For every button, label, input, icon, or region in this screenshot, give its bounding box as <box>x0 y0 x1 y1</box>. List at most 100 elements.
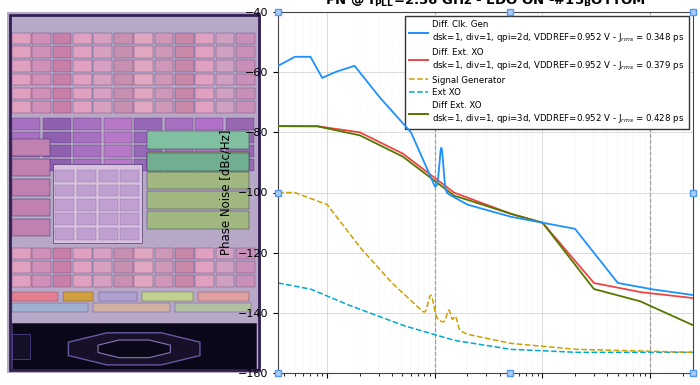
Bar <box>175 261 194 273</box>
Bar <box>114 248 132 259</box>
Bar <box>73 261 92 273</box>
Bar <box>155 248 173 259</box>
Bar <box>164 132 193 143</box>
Bar <box>104 118 132 129</box>
Bar <box>99 199 118 211</box>
Bar <box>12 248 31 259</box>
Y-axis label: Phase Noise [dBc/Hz]: Phase Noise [dBc/Hz] <box>219 130 232 255</box>
Bar <box>225 132 254 143</box>
Bar <box>52 87 71 99</box>
Bar <box>120 170 139 182</box>
Bar <box>134 146 162 157</box>
Bar <box>12 303 88 312</box>
Bar <box>77 184 96 196</box>
Bar <box>236 248 255 259</box>
Bar <box>134 101 153 113</box>
Bar <box>73 101 92 113</box>
Bar <box>32 74 51 85</box>
Bar <box>114 74 132 85</box>
Bar <box>155 87 173 99</box>
Bar <box>147 191 248 209</box>
Bar <box>104 132 132 143</box>
Bar <box>104 146 132 157</box>
Bar <box>12 33 31 44</box>
Bar <box>164 118 193 129</box>
Bar <box>147 211 248 229</box>
Bar <box>52 261 71 273</box>
Bar <box>216 33 234 44</box>
Bar <box>225 146 254 157</box>
Bar <box>216 46 234 58</box>
Bar <box>55 170 74 182</box>
Bar <box>142 292 193 301</box>
Bar <box>175 74 194 85</box>
Bar <box>99 228 118 239</box>
Bar <box>73 248 92 259</box>
Bar <box>236 87 255 99</box>
Bar <box>134 33 153 44</box>
Bar <box>12 87 31 99</box>
Bar <box>73 87 92 99</box>
Bar <box>155 275 173 286</box>
Bar <box>12 219 50 236</box>
Bar <box>195 261 214 273</box>
Bar <box>134 118 162 129</box>
Bar <box>164 146 193 157</box>
Bar <box>155 261 173 273</box>
Bar <box>197 292 248 301</box>
Bar <box>12 101 31 113</box>
Title: PN @ f$_{\mathbf{PLL}}$=2.56 GHz - LDO ON -#15$_{\mathbf{B}}$OTTOM: PN @ f$_{\mathbf{PLL}}$=2.56 GHz - LDO O… <box>326 0 646 9</box>
Bar <box>225 159 254 171</box>
Bar <box>195 275 214 286</box>
Bar <box>52 60 71 72</box>
Bar <box>175 303 251 312</box>
Bar <box>12 132 40 143</box>
Bar <box>73 46 92 58</box>
Bar <box>43 146 71 157</box>
Bar <box>195 146 223 157</box>
Bar <box>114 275 132 286</box>
Bar <box>114 33 132 44</box>
Bar <box>12 292 58 301</box>
Bar <box>147 171 248 189</box>
Bar <box>94 101 112 113</box>
Bar <box>175 87 194 99</box>
Bar <box>52 101 71 113</box>
Bar <box>32 101 51 113</box>
Bar <box>73 33 92 44</box>
Bar <box>43 159 71 171</box>
Bar <box>195 101 214 113</box>
Bar <box>32 248 51 259</box>
Bar <box>12 323 256 326</box>
Bar <box>43 118 71 129</box>
Bar <box>12 146 40 157</box>
Bar <box>32 46 51 58</box>
Bar <box>73 118 102 129</box>
Bar <box>175 33 194 44</box>
Bar <box>216 74 234 85</box>
Bar <box>12 139 50 156</box>
Bar <box>43 132 71 143</box>
Bar <box>195 74 214 85</box>
Bar <box>52 275 71 286</box>
Bar <box>236 101 255 113</box>
Bar <box>55 184 74 196</box>
Bar <box>12 159 40 171</box>
Bar <box>120 214 139 225</box>
Bar <box>175 46 194 58</box>
Bar <box>216 248 234 259</box>
Bar <box>195 33 214 44</box>
Bar <box>134 46 153 58</box>
Bar <box>73 132 102 143</box>
Bar <box>195 118 223 129</box>
Bar <box>236 60 255 72</box>
Bar <box>236 275 255 286</box>
Bar <box>155 33 173 44</box>
Bar <box>134 261 153 273</box>
Bar <box>12 118 40 129</box>
Polygon shape <box>98 340 170 358</box>
Bar <box>147 153 248 171</box>
Bar <box>155 74 173 85</box>
Bar <box>52 164 142 243</box>
Bar <box>12 199 50 216</box>
